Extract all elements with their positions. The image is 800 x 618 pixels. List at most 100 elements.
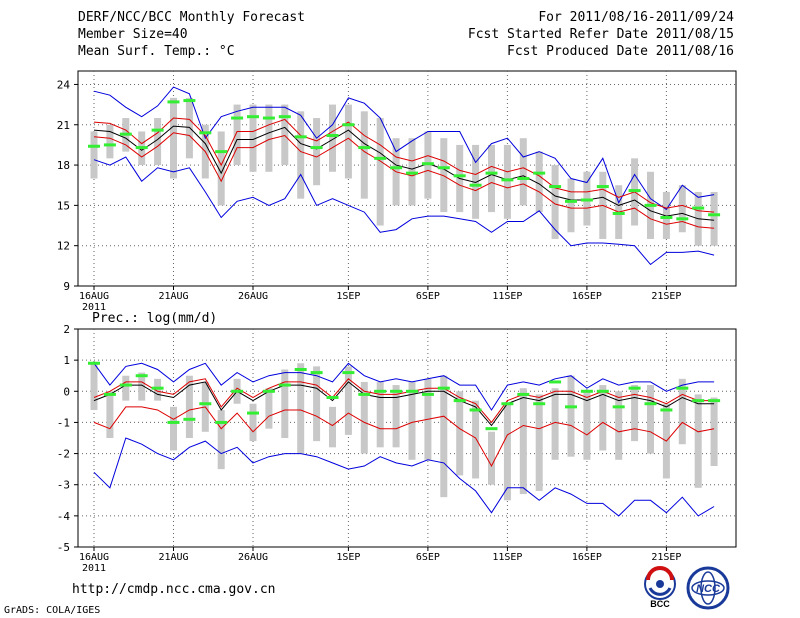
median-mark [231, 389, 244, 393]
x-tick-label: 21AUG [158, 552, 188, 563]
x-tick-label: 21AUG [158, 291, 188, 302]
median-mark [517, 177, 530, 180]
median-mark [247, 115, 259, 119]
median-mark [469, 183, 482, 187]
box-bar [217, 131, 225, 206]
median-mark [262, 116, 275, 120]
box-bar [265, 388, 273, 429]
median-mark [708, 213, 721, 217]
x-year-label: 2011 [82, 563, 106, 574]
box-bar [551, 388, 559, 460]
median-mark [580, 389, 593, 393]
box-bar [249, 403, 257, 442]
x-year-label: 2011 [82, 302, 106, 313]
median-mark [676, 217, 689, 221]
box-bar [535, 151, 543, 213]
plot-frame [77, 70, 737, 287]
median-mark [533, 402, 546, 406]
median-mark [676, 386, 689, 390]
median-mark [596, 185, 609, 189]
box-bar [90, 363, 98, 410]
box-bar [440, 138, 448, 213]
produced-date: Fcst Produced Date 2011/08/16 [507, 44, 734, 59]
median-mark [421, 392, 434, 396]
header-left: DERF/NCC/BCC Monthly Forecast Member Siz… [78, 9, 305, 60]
box-bar [233, 104, 241, 166]
median-mark [326, 396, 339, 400]
box-bar [297, 363, 305, 454]
median-mark [135, 146, 148, 150]
box-bar [710, 191, 718, 246]
variable-label: Mean Surf. Temp.: °C [78, 44, 235, 59]
series-line-mean [93, 125, 715, 221]
y-tick-label: 9 [63, 280, 70, 293]
median-mark [151, 128, 164, 132]
box-bar [456, 391, 464, 476]
box-bar [488, 144, 495, 213]
median-mark [406, 389, 418, 393]
median-mark [374, 156, 387, 160]
median-mark [628, 189, 641, 193]
ncc-logo-text: NCC [696, 583, 721, 595]
median-mark [167, 100, 180, 104]
median-mark [644, 402, 657, 406]
source-url[interactable]: http://cmdp.ncc.cma.gov.cn [72, 582, 276, 597]
start-date: Fcst Started Refer Date 2011/08/15 [467, 27, 734, 42]
median-mark [119, 383, 132, 387]
median-mark [231, 116, 244, 120]
x-tick-label: 6SEP [416, 552, 440, 563]
box-bar [297, 111, 305, 199]
x-tick-label: 16AUG [79, 291, 109, 302]
y-tick-label: 2 [63, 323, 70, 336]
median-mark [644, 203, 657, 207]
box-bar [90, 131, 98, 179]
box-bar [122, 375, 130, 401]
median-mark [517, 392, 530, 396]
y-tick-label: -5 [57, 541, 70, 554]
median-mark [421, 162, 434, 166]
median-mark [549, 185, 562, 189]
panel-title: Prec.: log(mm/d) [92, 311, 217, 326]
x-tick-label: 1SEP [336, 291, 360, 302]
y-tick-label: 24 [57, 78, 71, 91]
y-tick-label: -1 [57, 416, 70, 429]
box-bar [344, 366, 352, 435]
median-mark [215, 150, 228, 154]
box-bar [217, 409, 225, 470]
median-mark [278, 383, 291, 387]
median-mark [199, 131, 212, 135]
x-tick-label: 16SEP [572, 552, 602, 563]
median-mark [437, 166, 450, 170]
box-bar [599, 385, 607, 451]
median-mark [167, 420, 180, 424]
median-mark [326, 134, 339, 137]
median-mark [374, 389, 387, 393]
series-line-upper [93, 378, 715, 424]
median-mark [199, 402, 212, 406]
x-tick-label: 21SEP [651, 552, 681, 563]
series-line-lower [93, 132, 715, 229]
plot-frame [77, 328, 737, 548]
median-mark [358, 392, 371, 396]
box-bar [678, 378, 686, 445]
median-mark [183, 99, 196, 103]
box-bar [519, 138, 527, 206]
median-mark [278, 115, 291, 119]
median-mark [565, 405, 577, 409]
median-mark [135, 374, 148, 378]
box-bar [360, 381, 368, 454]
box-bar [567, 178, 575, 233]
box-bar [170, 97, 177, 179]
median-mark [88, 144, 100, 148]
chart-panel-2: -5 -4 -3 -2 -1 0 1 2 16AUG 21AUG 26AUG 1SEP 6SEP 11SE… [57, 323, 737, 574]
median-mark [103, 143, 116, 147]
median-mark [549, 380, 562, 384]
box-bar [106, 124, 114, 159]
box-bar [329, 104, 336, 172]
median-mark [628, 386, 641, 390]
series-line-min [93, 437, 715, 517]
series-line-mean [93, 381, 715, 427]
median-mark [262, 389, 275, 393]
box-bar [360, 111, 368, 199]
